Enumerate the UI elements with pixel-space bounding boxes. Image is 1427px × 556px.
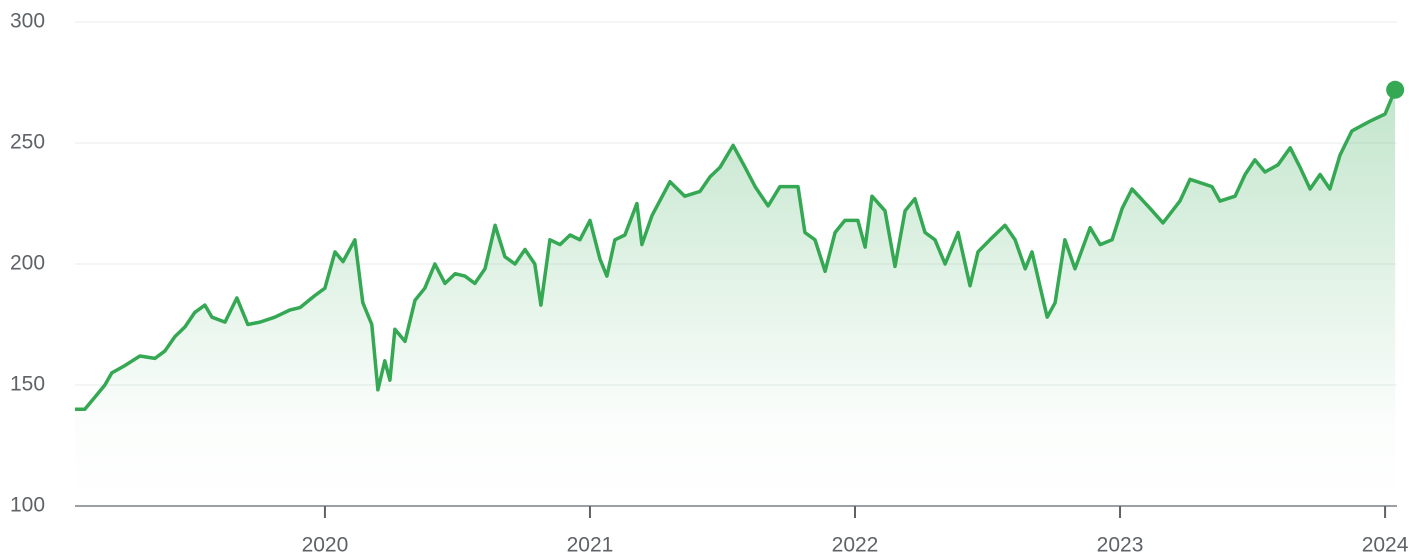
x-tick-label: 2023 — [1097, 534, 1144, 556]
y-tick-label: 150 — [10, 373, 45, 396]
x-tick-label: 2022 — [832, 534, 879, 556]
y-tick-label: 100 — [10, 494, 45, 517]
x-tick-label: 2021 — [567, 534, 614, 556]
y-tick-label: 200 — [10, 252, 45, 275]
x-tick-label: 2020 — [302, 534, 349, 556]
y-tick-label: 250 — [10, 131, 45, 154]
price-line — [75, 89, 1397, 411]
area — [75, 89, 1396, 507]
x-tick-label: 2024 — [1362, 534, 1409, 556]
y-tick-label: 300 — [10, 10, 45, 33]
end-marker — [1386, 80, 1405, 99]
